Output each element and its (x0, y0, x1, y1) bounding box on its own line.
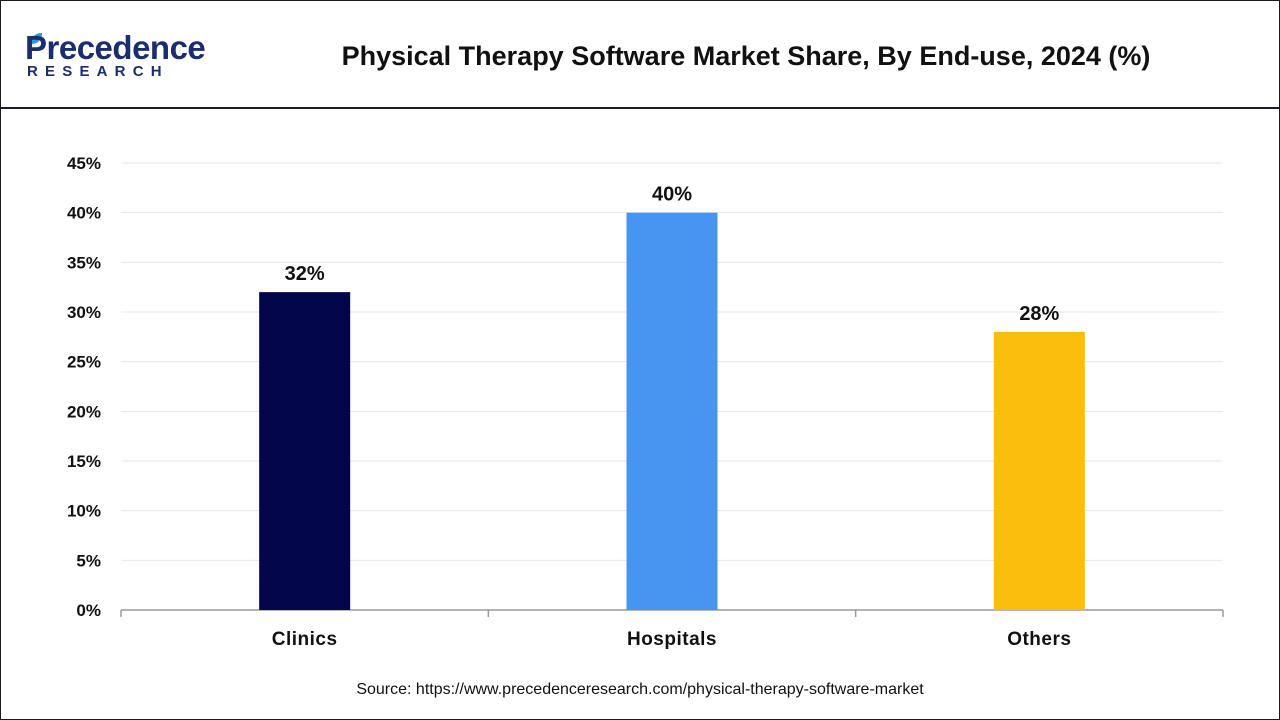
y-tick-label: 40% (67, 204, 101, 223)
y-tick-label: 45% (67, 154, 101, 173)
bar-clinics (259, 292, 351, 610)
logo-subtitle: RESEARCH (27, 63, 169, 80)
x-tick-label: Clinics (272, 629, 338, 650)
y-tick-label: 5% (76, 551, 101, 570)
bar-chart: 0% 5% 10% 15% 20% 25% 30% 35% 40% 45% 32% Clinics 40… (67, 154, 1224, 650)
x-tick-label: Hospitals (627, 629, 717, 650)
brand-logo: Precedence RESEARCH (23, 29, 213, 85)
bar-hospitals (626, 212, 718, 610)
y-tick-label: 35% (67, 253, 101, 272)
leaf-icon (31, 33, 42, 44)
y-tick-label: 15% (67, 452, 101, 471)
source-note: Source: https://www.precedenceresearch.c… (356, 681, 924, 698)
bar-others (993, 331, 1085, 610)
data-label: 40% (652, 184, 692, 206)
y-tick-label: 25% (67, 353, 101, 372)
header: Precedence RESEARCH Physical Therapy Sof… (1, 1, 1279, 109)
data-label: 32% (285, 263, 325, 285)
data-label: 28% (1019, 303, 1059, 325)
y-tick-label: 10% (67, 502, 101, 521)
y-tick-label: 20% (67, 402, 101, 421)
x-tick-label: Others (1007, 629, 1071, 650)
y-tick-label: 30% (67, 303, 101, 322)
chart-title: Physical Therapy Software Market Share, … (341, 41, 1151, 71)
logo-wordmark: Precedence (25, 29, 206, 66)
y-tick-label: 0% (76, 601, 101, 620)
